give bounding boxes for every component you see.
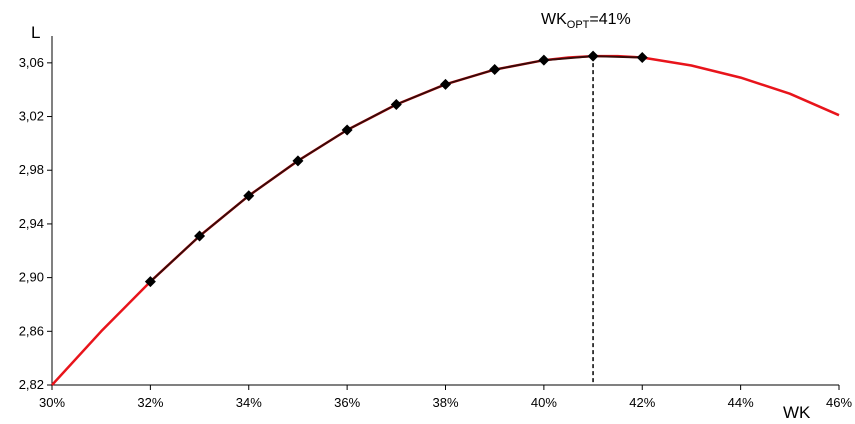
y-ticks: 2,82 2,86 2,90 2,94 2,98 3,02 3,06 — [19, 55, 52, 392]
data-point-marker — [243, 190, 255, 202]
optimum-annotation-label: WKOPT=41% — [541, 11, 631, 31]
y-tick-label: 2,90 — [19, 270, 44, 285]
y-tick-label: 2,82 — [19, 377, 44, 392]
y-tick-label: 2,98 — [19, 162, 44, 177]
y-tick-label: 2,86 — [19, 323, 44, 338]
data-series-line — [149, 55, 643, 283]
data-point-marker — [390, 98, 402, 110]
y-axis-title: L — [31, 23, 40, 42]
data-point-marker — [144, 276, 156, 288]
x-tick-label: 32% — [137, 395, 163, 410]
data-point-marker — [440, 78, 451, 90]
data-point-marker — [292, 155, 304, 167]
data-point-marker — [636, 51, 648, 63]
x-tick-label: 44% — [728, 395, 754, 410]
y-tick-label: 3,02 — [19, 109, 44, 124]
y-tick-label: 3,06 — [19, 55, 44, 70]
data-point-marker — [194, 230, 206, 242]
fit-curve-line — [51, 54, 840, 386]
series-layer — [51, 50, 840, 386]
annotation-layer: WKOPT=41% — [541, 11, 631, 385]
x-tick-label: 40% — [531, 395, 557, 410]
data-point-marker — [341, 124, 353, 136]
x-ticks: 30% 32% 34% 36% 38% 40% 42% 44% 46% — [39, 385, 852, 410]
y-tick-label: 2,94 — [19, 216, 44, 231]
x-tick-label: 46% — [826, 395, 852, 410]
x-tick-label: 42% — [629, 395, 655, 410]
data-point-marker — [489, 64, 501, 76]
annotation-subscript: OPT — [567, 19, 590, 31]
x-axis-title: WK — [783, 403, 811, 422]
annotation-value: =41% — [589, 11, 630, 28]
x-tick-label: 36% — [334, 395, 360, 410]
x-tick-label: 30% — [39, 395, 65, 410]
annotation-main: WK — [541, 11, 567, 28]
data-point-marker — [538, 54, 550, 66]
x-tick-label: 38% — [432, 395, 458, 410]
x-tick-label: 34% — [236, 395, 262, 410]
